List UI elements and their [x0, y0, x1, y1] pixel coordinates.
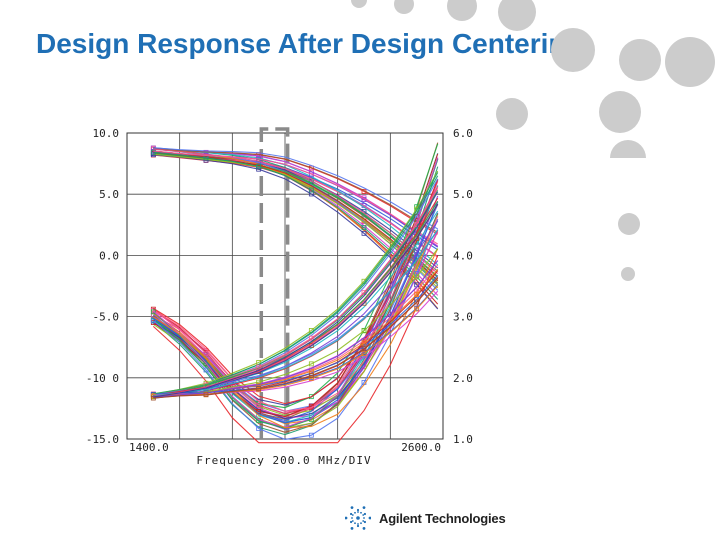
y-right-tick-label: 2.0	[453, 372, 473, 385]
decorative-dot	[618, 213, 640, 235]
series-line	[153, 201, 439, 424]
series-line	[153, 191, 439, 398]
company-logo: Agilent Technologies	[345, 503, 506, 533]
series-marker	[414, 292, 420, 298]
decorative-dot	[496, 98, 528, 130]
decorative-dot	[665, 37, 715, 87]
series-marker	[256, 163, 262, 169]
series-line	[153, 170, 439, 396]
decorative-dot	[351, 0, 367, 8]
y-left-tick-label: 10.0	[93, 127, 120, 140]
series-marker	[150, 318, 156, 324]
series-line	[152, 255, 439, 444]
series-marker	[308, 394, 314, 400]
chart-series	[150, 142, 439, 444]
decorative-dot	[621, 267, 635, 281]
decorative-dot	[599, 91, 641, 133]
series-marker	[256, 426, 262, 431]
series-marker	[150, 149, 156, 155]
series-line	[153, 148, 439, 274]
decorative-dot	[447, 0, 477, 21]
series-line	[153, 147, 438, 233]
series-marker	[203, 392, 209, 398]
series-line	[153, 185, 439, 415]
x-tick-label: 1400.0	[129, 441, 169, 454]
series-line	[152, 218, 439, 440]
x-tick-label: 2600.0	[401, 441, 441, 454]
series-marker	[414, 274, 420, 280]
decorative-dot	[610, 140, 646, 158]
series-line	[153, 260, 439, 398]
x-axis-label: Frequency 200.0 MHz/DIV	[196, 454, 371, 467]
series-marker	[308, 171, 314, 177]
decorative-dot	[551, 28, 595, 72]
series-marker	[308, 361, 314, 367]
y-right-tick-label: 1.0	[453, 433, 473, 446]
highlight-band-outline	[259, 127, 290, 439]
spark-logo-icon	[345, 506, 371, 530]
slide-title: Design Response After Design Centering	[36, 28, 583, 59]
y-left-tick-label: -15.0	[86, 433, 119, 446]
y-right-tick-label: 4.0	[453, 249, 473, 262]
series-line	[153, 220, 439, 400]
series-marker	[414, 299, 420, 305]
series-line	[153, 153, 439, 269]
series-line	[153, 229, 439, 397]
y-right-tick-label: 6.0	[453, 127, 473, 140]
y-left-tick-label: 0.0	[99, 249, 119, 262]
y-right-tick-label: 5.0	[453, 188, 473, 201]
y-left-tick-label: -10 0	[86, 372, 119, 385]
series-line	[152, 157, 439, 428]
series-marker	[361, 351, 367, 357]
series-marker	[256, 386, 262, 392]
chart-ticks: 10.0 5.0 0.0 -5.0 -10 0 -15.0 6.0 5.0 4.0 3.0 2.0 1…	[86, 127, 473, 454]
y-right-tick-label: 3.0	[453, 311, 473, 324]
series-line	[153, 285, 439, 397]
series-marker	[361, 328, 367, 334]
series-marker	[361, 225, 367, 231]
series-marker	[361, 230, 367, 236]
series-marker	[203, 367, 209, 373]
series-line	[153, 186, 439, 398]
series-marker	[308, 376, 314, 381]
series-marker	[150, 309, 156, 315]
series-marker	[361, 346, 367, 352]
centering-band	[259, 127, 290, 439]
series-line	[153, 277, 439, 399]
y-left-tick-label: -5.0	[93, 311, 120, 324]
series-line	[153, 147, 438, 230]
series-marker	[203, 361, 209, 367]
series-marker	[308, 187, 314, 193]
series-line	[153, 150, 439, 245]
series-marker	[308, 373, 314, 378]
decorative-dot	[394, 0, 414, 14]
decorative-dot	[498, 0, 536, 31]
series-marker	[414, 306, 420, 312]
decorative-dot	[619, 39, 661, 81]
series-line	[153, 248, 439, 429]
series-marker	[308, 432, 314, 438]
logo-text: Agilent Technologies	[379, 510, 506, 526]
series-marker	[256, 402, 262, 408]
series-marker	[150, 395, 156, 401]
y-left-tick-label: 5.0	[99, 188, 119, 201]
series-line	[153, 200, 439, 399]
series-marker	[361, 290, 367, 296]
series-marker	[361, 340, 367, 346]
series-marker	[203, 350, 209, 356]
